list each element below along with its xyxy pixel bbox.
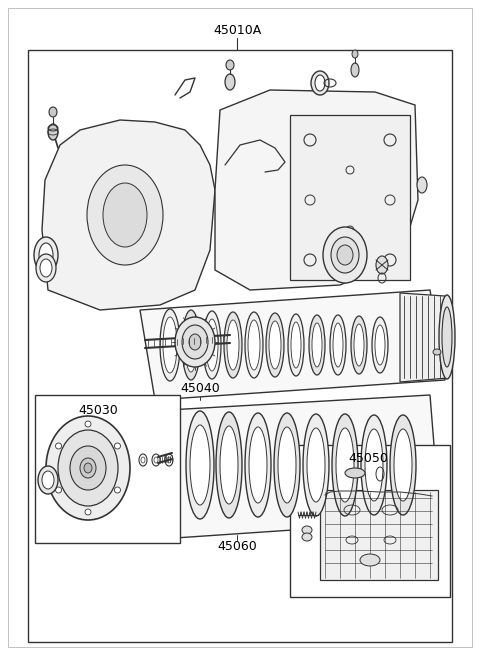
Ellipse shape bbox=[226, 60, 234, 70]
Ellipse shape bbox=[302, 533, 312, 541]
Ellipse shape bbox=[360, 554, 380, 566]
Ellipse shape bbox=[225, 74, 235, 90]
Ellipse shape bbox=[361, 415, 387, 515]
Ellipse shape bbox=[354, 324, 364, 366]
Ellipse shape bbox=[302, 526, 312, 534]
Ellipse shape bbox=[337, 245, 353, 265]
Ellipse shape bbox=[433, 349, 441, 355]
Ellipse shape bbox=[163, 317, 177, 373]
Ellipse shape bbox=[331, 237, 359, 273]
Ellipse shape bbox=[175, 317, 215, 367]
Ellipse shape bbox=[80, 458, 96, 478]
Ellipse shape bbox=[103, 183, 147, 247]
Ellipse shape bbox=[58, 430, 118, 506]
Ellipse shape bbox=[351, 316, 367, 374]
Ellipse shape bbox=[216, 412, 242, 518]
Ellipse shape bbox=[390, 415, 416, 515]
Polygon shape bbox=[215, 90, 418, 290]
Ellipse shape bbox=[42, 471, 54, 489]
Ellipse shape bbox=[36, 254, 56, 282]
Ellipse shape bbox=[84, 463, 92, 473]
Ellipse shape bbox=[307, 428, 325, 502]
Bar bbox=[290, 445, 450, 597]
Text: 45010A: 45010A bbox=[213, 24, 261, 37]
Ellipse shape bbox=[288, 314, 304, 376]
Ellipse shape bbox=[182, 310, 200, 380]
Ellipse shape bbox=[189, 334, 201, 350]
Ellipse shape bbox=[34, 237, 58, 273]
Ellipse shape bbox=[248, 320, 260, 370]
Bar bbox=[320, 490, 438, 580]
Text: 45050: 45050 bbox=[348, 451, 388, 464]
Polygon shape bbox=[140, 290, 445, 400]
Ellipse shape bbox=[442, 307, 452, 367]
Ellipse shape bbox=[186, 411, 214, 519]
Ellipse shape bbox=[227, 320, 239, 370]
Polygon shape bbox=[42, 120, 215, 310]
Ellipse shape bbox=[85, 509, 91, 515]
Ellipse shape bbox=[274, 413, 300, 517]
Bar bbox=[290, 115, 410, 280]
Ellipse shape bbox=[249, 427, 267, 503]
Ellipse shape bbox=[220, 426, 238, 504]
Ellipse shape bbox=[311, 71, 329, 95]
Ellipse shape bbox=[351, 63, 359, 77]
Ellipse shape bbox=[114, 487, 120, 493]
Ellipse shape bbox=[323, 227, 367, 283]
Text: 45030: 45030 bbox=[78, 403, 118, 417]
Ellipse shape bbox=[39, 243, 53, 267]
Ellipse shape bbox=[160, 309, 180, 381]
Ellipse shape bbox=[345, 468, 365, 478]
Ellipse shape bbox=[46, 416, 130, 520]
Ellipse shape bbox=[375, 325, 385, 365]
Ellipse shape bbox=[315, 75, 325, 91]
Polygon shape bbox=[168, 395, 440, 538]
Ellipse shape bbox=[49, 107, 57, 117]
Ellipse shape bbox=[40, 259, 52, 277]
Ellipse shape bbox=[203, 311, 221, 379]
Ellipse shape bbox=[269, 321, 281, 369]
Text: 45040: 45040 bbox=[180, 381, 220, 394]
Ellipse shape bbox=[190, 425, 210, 505]
Ellipse shape bbox=[85, 421, 91, 427]
Ellipse shape bbox=[87, 165, 163, 265]
Ellipse shape bbox=[336, 428, 354, 502]
Polygon shape bbox=[400, 293, 448, 382]
Ellipse shape bbox=[224, 312, 242, 378]
Ellipse shape bbox=[291, 322, 301, 368]
Ellipse shape bbox=[56, 487, 61, 493]
Bar bbox=[28, 50, 452, 642]
Ellipse shape bbox=[56, 443, 61, 449]
Ellipse shape bbox=[309, 315, 325, 375]
Ellipse shape bbox=[185, 318, 197, 372]
Ellipse shape bbox=[303, 414, 329, 516]
Ellipse shape bbox=[245, 413, 271, 517]
Ellipse shape bbox=[365, 429, 383, 501]
Ellipse shape bbox=[38, 466, 58, 494]
Ellipse shape bbox=[330, 315, 346, 375]
Ellipse shape bbox=[278, 427, 296, 503]
Ellipse shape bbox=[372, 317, 388, 373]
Ellipse shape bbox=[70, 446, 106, 490]
Ellipse shape bbox=[332, 414, 358, 516]
Ellipse shape bbox=[206, 319, 218, 371]
Ellipse shape bbox=[417, 177, 427, 193]
Ellipse shape bbox=[394, 429, 412, 501]
Ellipse shape bbox=[266, 313, 284, 377]
Text: 45060: 45060 bbox=[217, 540, 257, 553]
Ellipse shape bbox=[245, 312, 263, 378]
Ellipse shape bbox=[352, 50, 358, 58]
Ellipse shape bbox=[182, 325, 208, 359]
Ellipse shape bbox=[439, 295, 455, 379]
Ellipse shape bbox=[333, 323, 343, 367]
Ellipse shape bbox=[312, 323, 322, 367]
Ellipse shape bbox=[48, 124, 58, 140]
Ellipse shape bbox=[376, 256, 388, 274]
Ellipse shape bbox=[114, 443, 120, 449]
Bar bbox=[35, 395, 180, 543]
